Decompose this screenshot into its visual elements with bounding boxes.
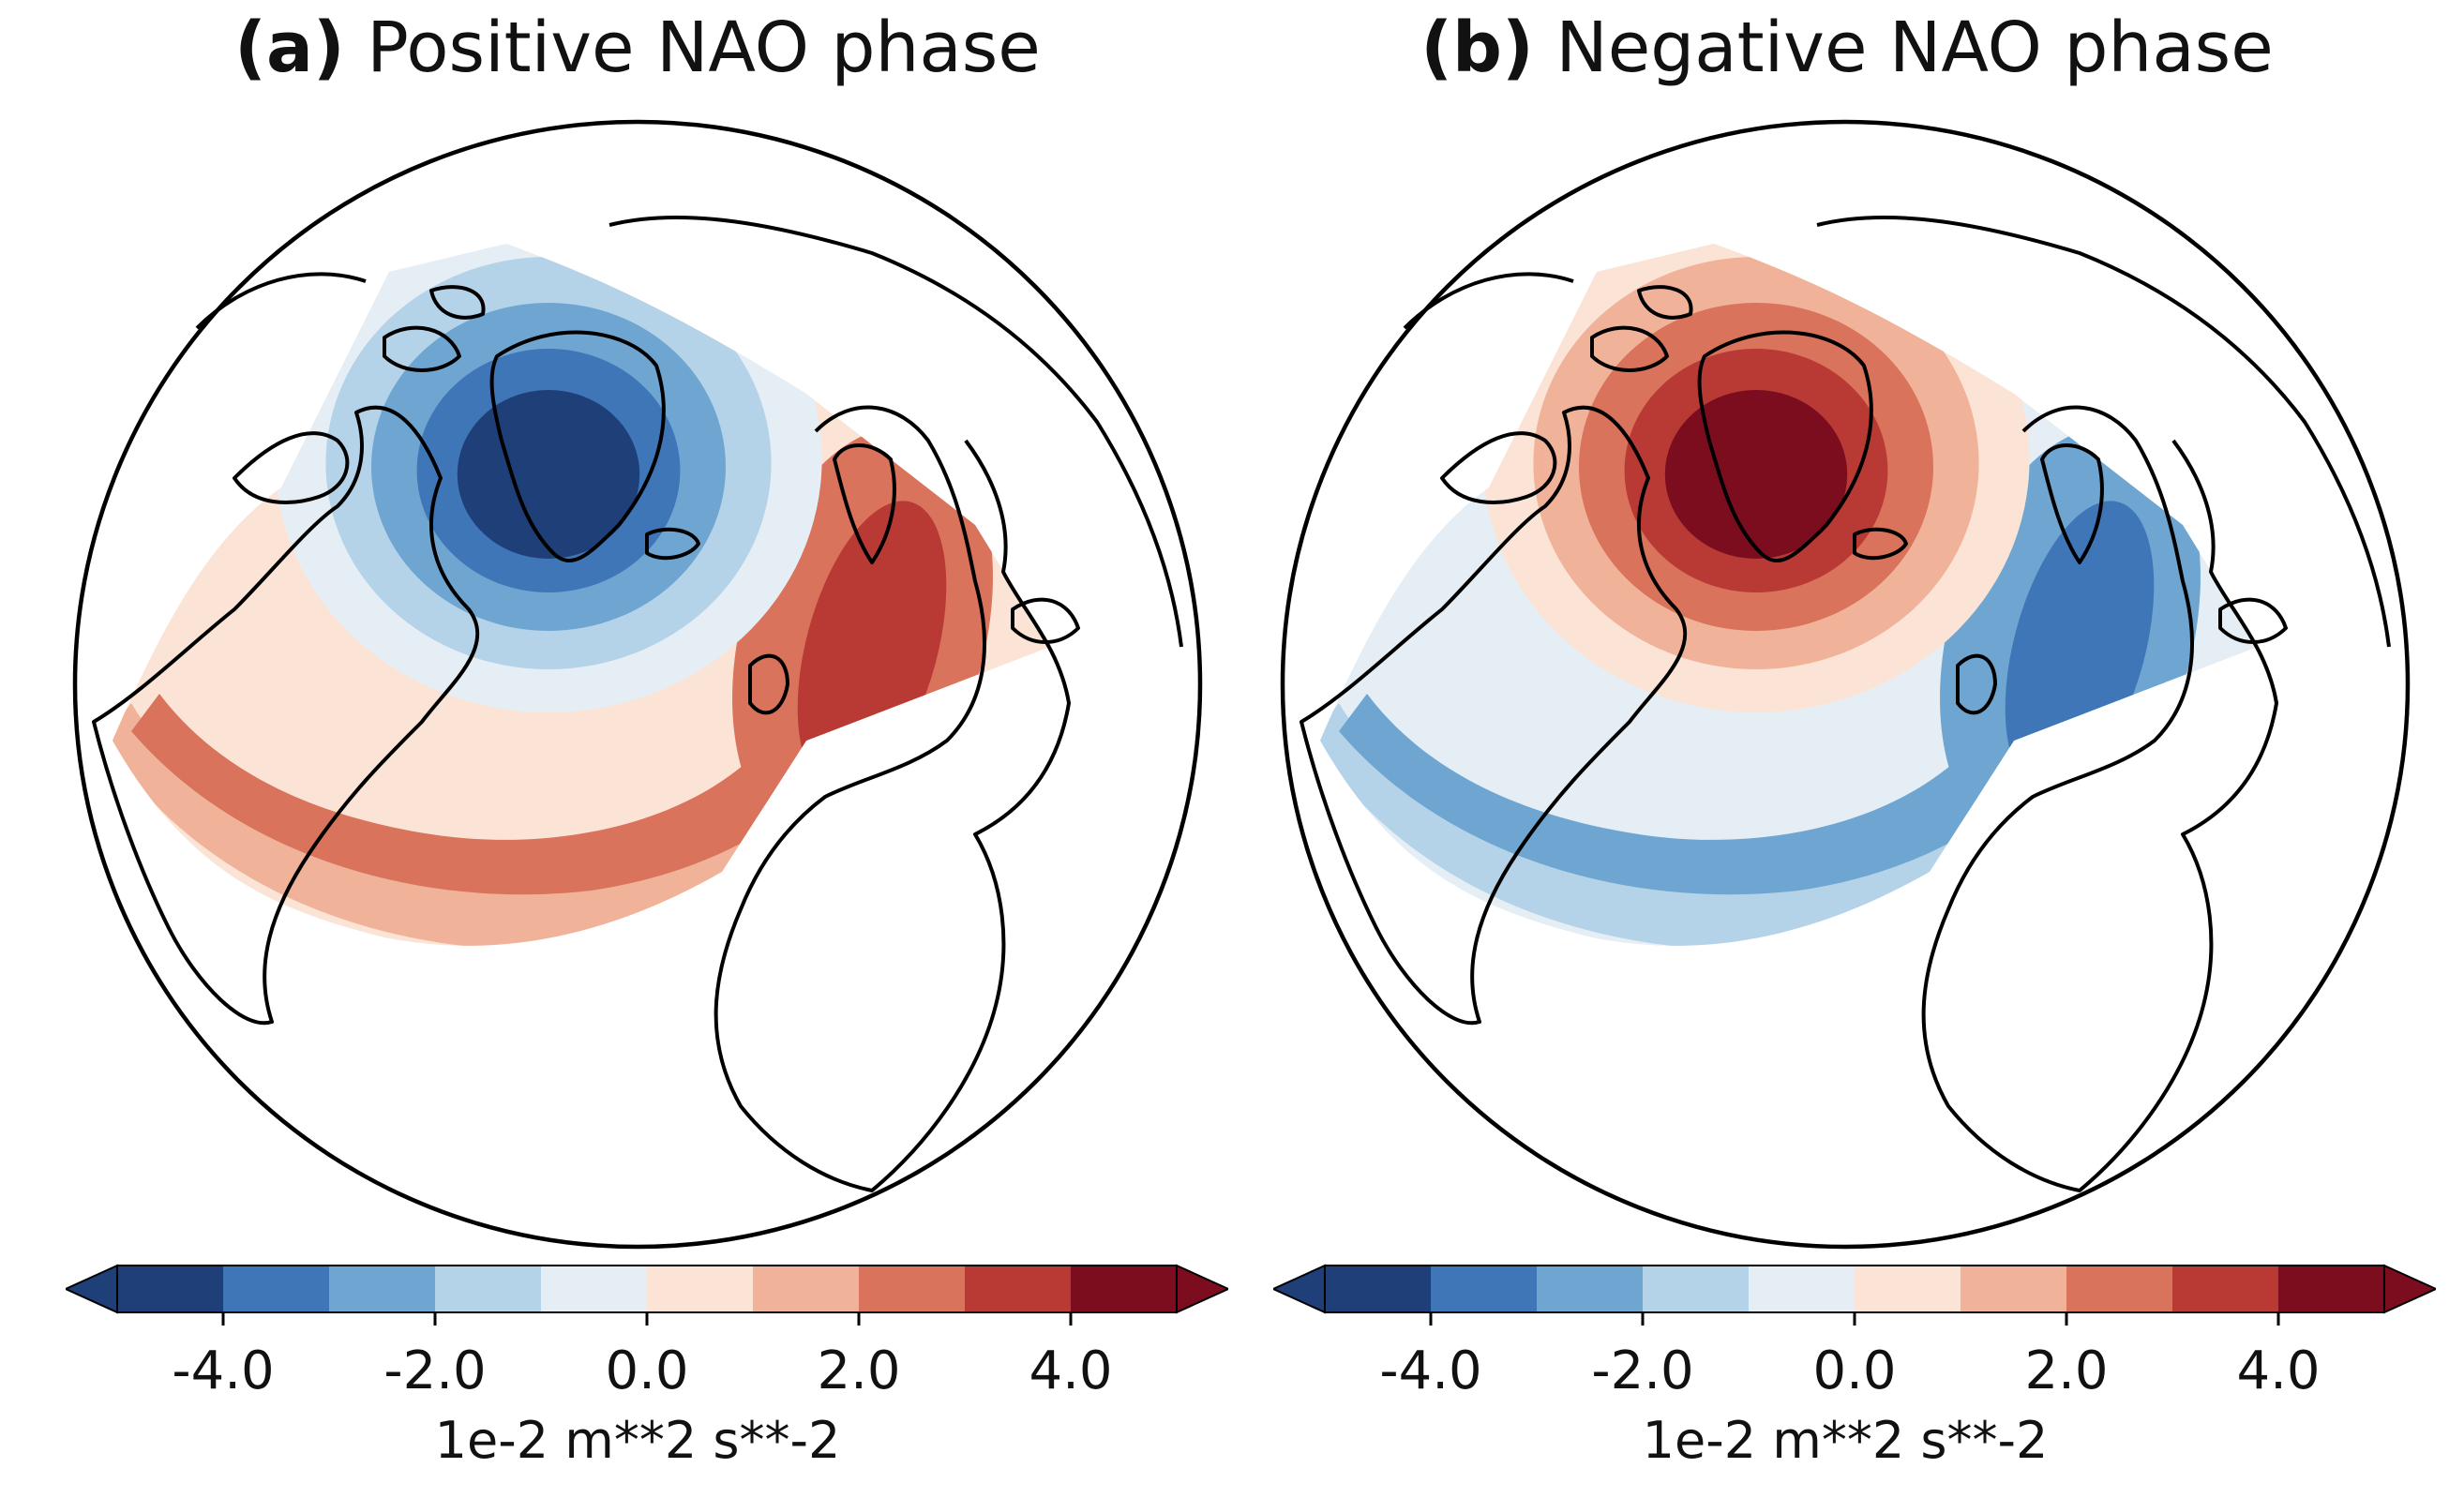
colorbar-bin <box>1071 1266 1178 1312</box>
globe-outline <box>72 119 1203 1250</box>
colorbar-tick-label: 4.0 <box>1029 1341 1113 1401</box>
coastlines <box>1300 215 2391 1192</box>
coast-north-america <box>1300 405 1688 1026</box>
panel-b-title: (b) Negative NAO phase <box>1378 7 2316 92</box>
colorbar-bin <box>1325 1266 1432 1312</box>
coast-greenland <box>1697 330 1873 563</box>
coast-north-america <box>92 405 480 1026</box>
anomaly-arc-inner <box>1339 516 2104 895</box>
colorbar-bin <box>1961 1266 2067 1312</box>
colorbar-bin <box>647 1266 754 1312</box>
coast-archipelago-2 <box>429 285 486 320</box>
colorbar-extend-high <box>2383 1264 2436 1314</box>
anomaly-ring-4 <box>457 390 640 559</box>
colorbar-bin <box>1855 1266 1961 1312</box>
panel-b-tag: (b) <box>1420 7 1534 88</box>
coast-archipelago-1 <box>1590 325 1669 372</box>
anomaly-ring-4 <box>1664 390 1848 559</box>
coast-scandinavia <box>2040 443 2104 564</box>
colorbar-bin <box>541 1266 648 1312</box>
colorbar-bin <box>1537 1266 1644 1312</box>
coast-caspian <box>2218 597 2288 644</box>
colorbar-bin <box>329 1266 436 1312</box>
colorbar-tick-label: -4.0 <box>172 1341 275 1401</box>
panel-b-colorbar <box>1273 1264 2436 1326</box>
coast-europe-africa <box>1921 405 2278 1192</box>
colorbar-extend-high <box>1176 1264 1228 1314</box>
coastlines <box>92 215 1183 1192</box>
coast-scandinavia <box>833 443 896 564</box>
panel-a-colorbar-label: 1e-2 m**2 s**-2 <box>434 1411 841 1470</box>
coast-europe-africa <box>714 405 1071 1192</box>
coast-iceland <box>1853 527 1908 561</box>
coast-uk <box>1956 653 1997 715</box>
coast-uk <box>748 653 789 715</box>
coast-asia <box>608 215 1183 648</box>
coast-archipelago-1 <box>383 325 461 372</box>
colorbar-bin <box>1749 1266 1856 1312</box>
coast-greenland <box>489 330 666 563</box>
colorbar-bin <box>2172 1266 2279 1312</box>
colorbar-tick-label: -2.0 <box>383 1341 487 1401</box>
colorbar-bin <box>223 1266 330 1312</box>
colorbar-extend-low <box>66 1264 118 1314</box>
coast-hudson <box>1440 431 1557 504</box>
coast-caspian <box>1011 597 1080 644</box>
panel-a-map <box>72 119 1203 1250</box>
colorbar-tick-label: -2.0 <box>1591 1341 1694 1401</box>
colorbar-bin <box>435 1266 542 1312</box>
panel-a-title-text: Positive NAO phase <box>367 7 1041 88</box>
panel-b-colorbar-label: 1e-2 m**2 s**-2 <box>1642 1411 2049 1470</box>
colorbar-tick-label: 0.0 <box>1812 1341 1897 1401</box>
colorbar-bin <box>753 1266 860 1312</box>
panel-b-title-text: Negative NAO phase <box>1555 7 2274 88</box>
anomaly-arc-inner <box>131 516 896 895</box>
colorbar-tick-label: 2.0 <box>817 1341 901 1401</box>
colorbar-bin <box>859 1266 966 1312</box>
globe-outline <box>1280 119 2411 1250</box>
panel-b-map <box>1280 119 2411 1250</box>
colorbar-bin <box>965 1266 1072 1312</box>
colorbar-bin <box>2066 1266 2173 1312</box>
coast-iceland <box>645 527 700 561</box>
coast-archipelago-2 <box>1637 285 1693 320</box>
colorbar-tick-label: 0.0 <box>605 1341 689 1401</box>
colorbar-bin <box>1643 1266 1750 1312</box>
coast-hudson <box>233 431 350 504</box>
coast-asia <box>1816 215 2391 648</box>
colorbar-bin <box>1431 1266 1538 1312</box>
colorbar-bin <box>2278 1266 2385 1312</box>
colorbar-tick-label: 4.0 <box>2236 1341 2321 1401</box>
colorbar-tick-label: 2.0 <box>2024 1341 2109 1401</box>
colorbar-tick-label: -4.0 <box>1379 1341 1482 1401</box>
panel-a-tag: (a) <box>234 7 345 88</box>
colorbar-extend-low <box>1273 1264 1326 1314</box>
panel-a-colorbar <box>66 1264 1228 1326</box>
panel-a-title: (a) Positive NAO phase <box>169 7 1106 92</box>
colorbar-bin <box>117 1266 224 1312</box>
